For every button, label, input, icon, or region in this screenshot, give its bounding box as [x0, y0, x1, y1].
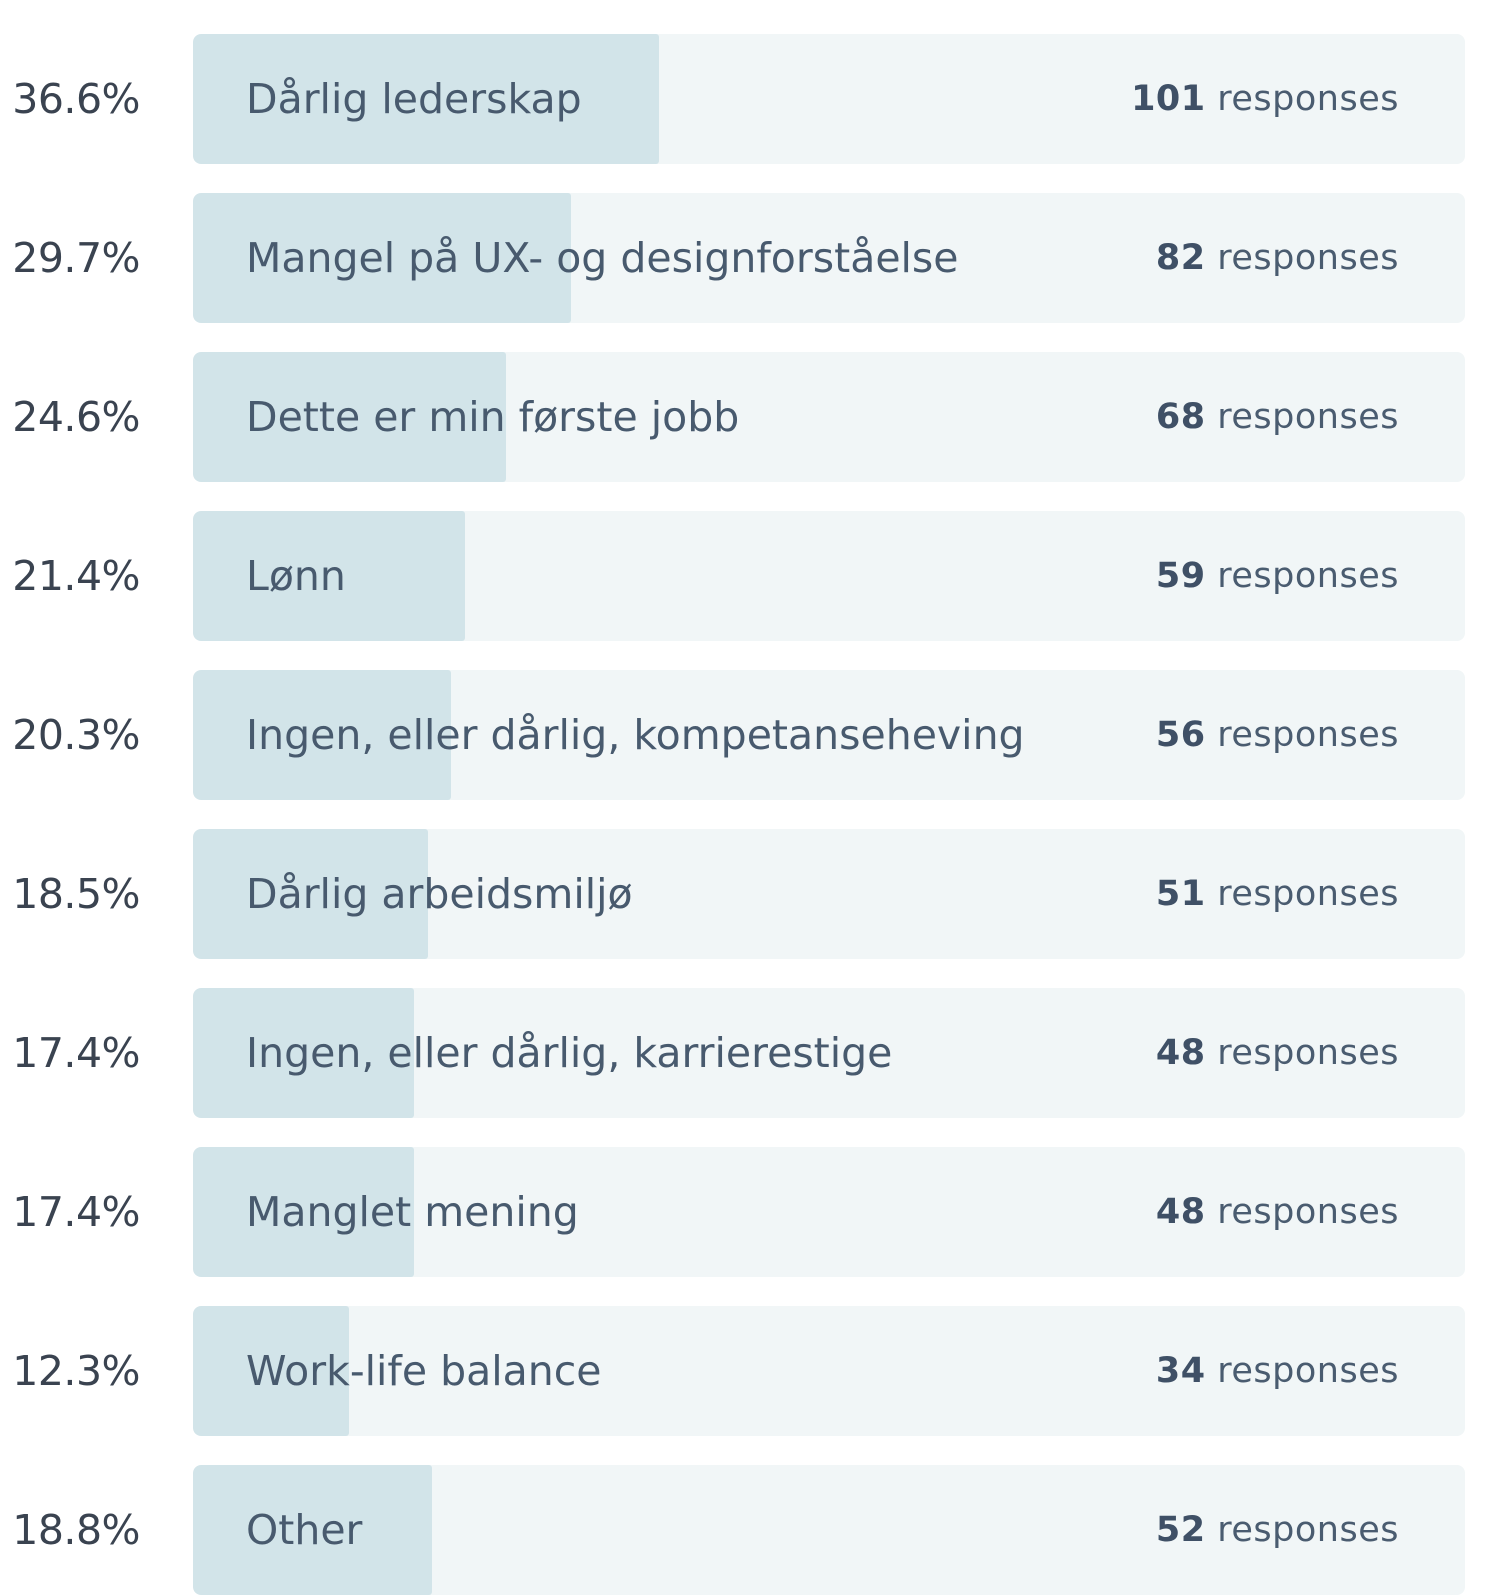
response-count-number: 34: [1155, 1351, 1206, 1391]
bar-response-count: 48 responses: [1156, 988, 1399, 1118]
bar-fill: [193, 670, 451, 800]
response-count-number: 68: [1155, 397, 1206, 437]
response-count-number: 82: [1155, 238, 1206, 278]
bar-label: Ingen, eller dårlig, kompetanseheving: [246, 711, 1025, 759]
bar-response-count: 48 responses: [1156, 1147, 1399, 1277]
response-count-number: 56: [1155, 715, 1206, 755]
bar-percentage: 17.4%: [12, 1029, 140, 1077]
bar-label: Dårlig lederskap: [246, 75, 582, 123]
bar-response-count: 34 responses: [1156, 1306, 1399, 1436]
bar-fill: [193, 1306, 349, 1436]
bar-fill: [193, 829, 428, 959]
bar-track: Dette er min første jobb 68 responses: [193, 352, 1465, 482]
response-count-suffix: responses: [1217, 1033, 1399, 1073]
response-count-number: 51: [1155, 874, 1206, 914]
bar-row: 29.7% Mangel på UX- og designforståelse 82…: [0, 193, 1500, 323]
response-count-number: 101: [1131, 79, 1206, 119]
bar-track: Mangel på UX- og designforståelse 82 resp…: [193, 193, 1465, 323]
bar-label: Other: [246, 1506, 363, 1554]
bar-response-count: 51 responses: [1156, 829, 1399, 959]
bar-percentage: 20.3%: [12, 711, 140, 759]
bar-fill: [193, 1465, 432, 1595]
bar-track: Ingen, eller dårlig, karrierestige 48 res…: [193, 988, 1465, 1118]
response-count-number: 48: [1155, 1033, 1206, 1073]
bar-track: Dårlig arbeidsmiljø 51 responses: [193, 829, 1465, 959]
response-count-suffix: responses: [1217, 556, 1399, 596]
bar-response-count: 56 responses: [1156, 670, 1399, 800]
bar-track: Ingen, eller dårlig, kompetanseheving 56 …: [193, 670, 1465, 800]
bar-label: Mangel på UX- og designforståelse: [246, 234, 959, 282]
bar-row: 20.3% Ingen, eller dårlig, kompetansehevi…: [0, 670, 1500, 800]
bar-track: Manglet mening 48 responses: [193, 1147, 1465, 1277]
bar-response-count: 52 responses: [1156, 1465, 1399, 1595]
response-count-suffix: responses: [1217, 1192, 1399, 1232]
bar-percentage: 24.6%: [12, 393, 140, 441]
response-count-suffix: responses: [1217, 1510, 1399, 1550]
bar-response-count: 101 responses: [1131, 34, 1399, 164]
bar-percentage: 21.4%: [12, 552, 140, 600]
bar-response-count: 82 responses: [1156, 193, 1399, 323]
bar-track: Work-life balance 34 responses: [193, 1306, 1465, 1436]
bar-track: Other 52 responses: [193, 1465, 1465, 1595]
bar-label: Work-life balance: [246, 1347, 602, 1395]
bar-row: 17.4% Manglet mening 48 responses: [0, 1147, 1500, 1277]
response-count-suffix: responses: [1217, 1351, 1399, 1391]
response-count-suffix: responses: [1217, 715, 1399, 755]
bar-row: 36.6% Dårlig lederskap 101 responses: [0, 34, 1500, 164]
bar-fill: [193, 34, 659, 164]
bar-response-count: 68 responses: [1156, 352, 1399, 482]
bar-percentage: 12.3%: [12, 1347, 140, 1395]
bar-percentage: 29.7%: [12, 234, 140, 282]
response-count-number: 59: [1155, 556, 1206, 596]
bar-row: 21.4% Lønn 59 responses: [0, 511, 1500, 641]
response-count-suffix: responses: [1217, 238, 1399, 278]
bar-percentage: 18.5%: [12, 870, 140, 918]
bar-label: Lønn: [246, 552, 346, 600]
bar-row: 12.3% Work-life balance 34 responses: [0, 1306, 1500, 1436]
bar-fill: [193, 1147, 414, 1277]
bar-response-count: 59 responses: [1156, 511, 1399, 641]
response-count-number: 52: [1155, 1510, 1206, 1550]
response-count-suffix: responses: [1217, 874, 1399, 914]
bar-row: 17.4% Ingen, eller dårlig, karrierestige 4…: [0, 988, 1500, 1118]
response-count-suffix: responses: [1217, 397, 1399, 437]
bar-fill: [193, 511, 465, 641]
bar-row: 24.6% Dette er min første jobb 68 response…: [0, 352, 1500, 482]
bar-label: Dette er min første jobb: [246, 393, 740, 441]
bar-fill: [193, 352, 506, 482]
bar-fill: [193, 988, 414, 1118]
response-count-number: 48: [1155, 1192, 1206, 1232]
bar-percentage: 36.6%: [12, 75, 140, 123]
bar-label: Manglet mening: [246, 1188, 579, 1236]
response-count-suffix: responses: [1217, 79, 1399, 119]
bar-row: 18.5% Dårlig arbeidsmiljø 51 responses: [0, 829, 1500, 959]
bar-percentage: 18.8%: [12, 1506, 140, 1554]
bar-label: Dårlig arbeidsmiljø: [246, 870, 633, 918]
bar-row: 18.8% Other 52 responses: [0, 1465, 1500, 1595]
bar-track: Lønn 59 responses: [193, 511, 1465, 641]
bar-percentage: 17.4%: [12, 1188, 140, 1236]
bar-label: Ingen, eller dårlig, karrierestige: [246, 1029, 893, 1077]
bar-fill: [193, 193, 571, 323]
bar-track: Dårlig lederskap 101 responses: [193, 34, 1465, 164]
